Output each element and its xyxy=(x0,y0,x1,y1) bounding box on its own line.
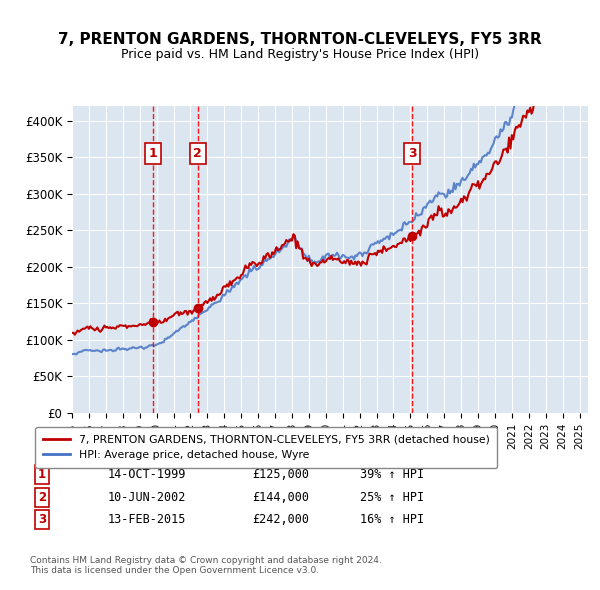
Text: 1: 1 xyxy=(149,147,157,160)
Text: 13-FEB-2015: 13-FEB-2015 xyxy=(108,513,187,526)
Text: Contains HM Land Registry data © Crown copyright and database right 2024.
This d: Contains HM Land Registry data © Crown c… xyxy=(30,556,382,575)
Text: 2: 2 xyxy=(193,147,202,160)
Text: Price paid vs. HM Land Registry's House Price Index (HPI): Price paid vs. HM Land Registry's House … xyxy=(121,48,479,61)
Text: £125,000: £125,000 xyxy=(252,468,309,481)
Text: 16% ↑ HPI: 16% ↑ HPI xyxy=(360,513,424,526)
Text: 2: 2 xyxy=(38,491,46,504)
Text: 7, PRENTON GARDENS, THORNTON-CLEVELEYS, FY5 3RR: 7, PRENTON GARDENS, THORNTON-CLEVELEYS, … xyxy=(58,32,542,47)
Text: £242,000: £242,000 xyxy=(252,513,309,526)
Text: 3: 3 xyxy=(38,513,46,526)
Legend: 7, PRENTON GARDENS, THORNTON-CLEVELEYS, FY5 3RR (detached house), HPI: Average p: 7, PRENTON GARDENS, THORNTON-CLEVELEYS, … xyxy=(35,427,497,468)
Text: 25% ↑ HPI: 25% ↑ HPI xyxy=(360,491,424,504)
Text: 14-OCT-1999: 14-OCT-1999 xyxy=(108,468,187,481)
Text: 3: 3 xyxy=(408,147,417,160)
Text: 1: 1 xyxy=(38,468,46,481)
Text: 10-JUN-2002: 10-JUN-2002 xyxy=(108,491,187,504)
Text: £144,000: £144,000 xyxy=(252,491,309,504)
Text: 39% ↑ HPI: 39% ↑ HPI xyxy=(360,468,424,481)
